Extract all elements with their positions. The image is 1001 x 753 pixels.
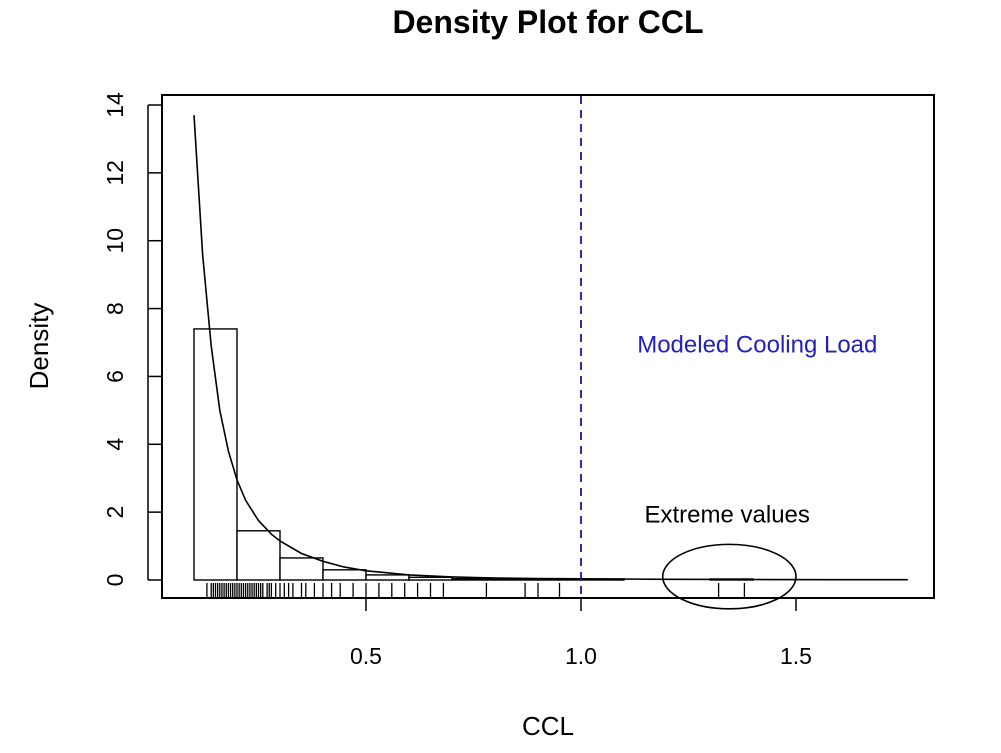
rug-ticks: [206, 583, 746, 597]
y-tick-label: 4: [102, 438, 128, 451]
density-curve: [193, 115, 908, 581]
histogram-bar: [408, 576, 453, 581]
y-tick-label: 10: [102, 228, 128, 254]
y-tick-label: 6: [102, 370, 128, 383]
x-axis-label: CCL: [522, 711, 574, 741]
histogram-bar: [193, 328, 238, 581]
x-tick-label: 1.5: [780, 643, 812, 669]
y-tick-label: 0: [102, 574, 128, 587]
y-tick-label: 12: [102, 160, 128, 186]
histogram-bar: [279, 557, 324, 581]
y-tick-label: 2: [102, 506, 128, 519]
histogram-bar: [236, 530, 281, 581]
y-axis-label: Density: [24, 303, 54, 390]
annotation-extreme-values: Extreme values: [644, 501, 809, 528]
y-axis: 0 2 4 6 8 10 12 14: [102, 92, 162, 586]
y-tick-label: 14: [102, 92, 128, 118]
x-tick-label: 1.0: [565, 643, 597, 669]
y-tick-label: 8: [102, 302, 128, 315]
x-axis: 0.5 1.0 1.5: [350, 597, 812, 669]
histogram-bar: [322, 569, 367, 581]
histogram-bar: [451, 577, 496, 581]
extreme-values-ellipse: [661, 543, 797, 610]
histogram: [193, 328, 754, 581]
histogram-bar: [365, 574, 410, 581]
x-tick-label: 0.5: [350, 643, 382, 669]
chart-title: Density Plot for CCL: [392, 4, 703, 40]
annotation-modeled-cooling-load: Modeled Cooling Load: [637, 332, 877, 359]
